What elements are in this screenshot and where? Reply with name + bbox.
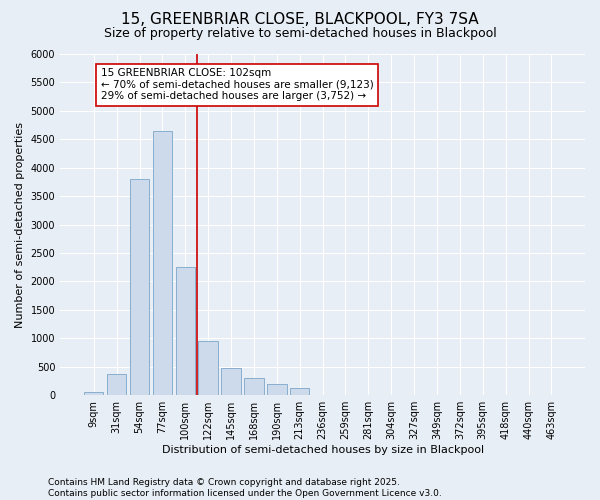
Text: 15 GREENBRIAR CLOSE: 102sqm
← 70% of semi-detached houses are smaller (9,123)
29: 15 GREENBRIAR CLOSE: 102sqm ← 70% of sem… (101, 68, 373, 102)
Bar (176, 268, 195, 395)
Text: Size of property relative to semi-detached houses in Blackpool: Size of property relative to semi-detach… (104, 28, 496, 40)
Bar (84, 392, 103, 395)
Bar (221, 368, 241, 395)
Bar (267, 384, 287, 395)
Bar (152, 131, 172, 395)
Bar (290, 388, 310, 395)
Text: 15, GREENBRIAR CLOSE, BLACKPOOL, FY3 7SA: 15, GREENBRIAR CLOSE, BLACKPOOL, FY3 7SA (121, 12, 479, 28)
Bar (199, 341, 218, 395)
X-axis label: Distribution of semi-detached houses by size in Blackpool: Distribution of semi-detached houses by … (161, 445, 484, 455)
Text: Contains HM Land Registry data © Crown copyright and database right 2025.
Contai: Contains HM Land Registry data © Crown c… (48, 478, 442, 498)
Y-axis label: Number of semi-detached properties: Number of semi-detached properties (15, 122, 25, 328)
Bar (130, 179, 149, 395)
Bar (107, 374, 127, 395)
Bar (244, 378, 263, 395)
